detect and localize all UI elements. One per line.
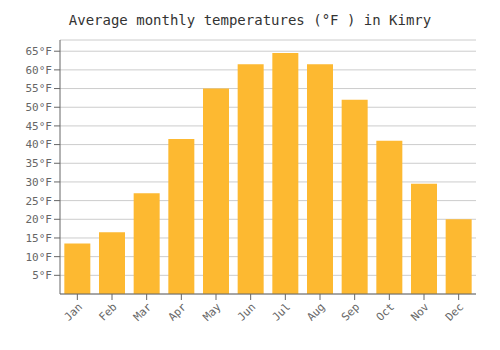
svg-text:Apr: Apr [166, 300, 190, 324]
svg-text:Jan: Jan [62, 300, 85, 323]
svg-text:25°F: 25°F [26, 195, 53, 208]
svg-text:May: May [200, 300, 224, 324]
svg-text:Nov: Nov [408, 300, 432, 324]
svg-text:50°F: 50°F [26, 101, 53, 114]
svg-text:35°F: 35°F [26, 157, 53, 170]
svg-text:5°F: 5°F [32, 269, 52, 282]
svg-text:20°F: 20°F [26, 213, 53, 226]
svg-text:Mar: Mar [131, 300, 155, 324]
svg-text:65°F: 65°F [26, 45, 53, 58]
html-text:Average monthly temperatures (: Average monthly temperatures (°F ) in Ki… [68, 12, 432, 28]
svg-text:10°F: 10°F [26, 251, 53, 264]
svg-text:Jul: Jul [270, 300, 293, 323]
svg-text:Feb: Feb [96, 300, 119, 323]
svg-text:40°F: 40°F [26, 138, 53, 151]
svg-text:45°F: 45°F [26, 120, 53, 133]
svg-text:Sep: Sep [339, 300, 362, 323]
svg-text:15°F: 15°F [26, 232, 53, 245]
svg-text:55°F: 55°F [26, 82, 53, 95]
svg-text:Dec: Dec [443, 300, 466, 323]
svg-text:60°F: 60°F [26, 64, 53, 77]
svg-text:Oct: Oct [374, 300, 397, 323]
svg-text:Jun: Jun [235, 300, 258, 323]
svg-text:30°F: 30°F [26, 176, 53, 189]
svg-text:Aug: Aug [304, 300, 327, 323]
